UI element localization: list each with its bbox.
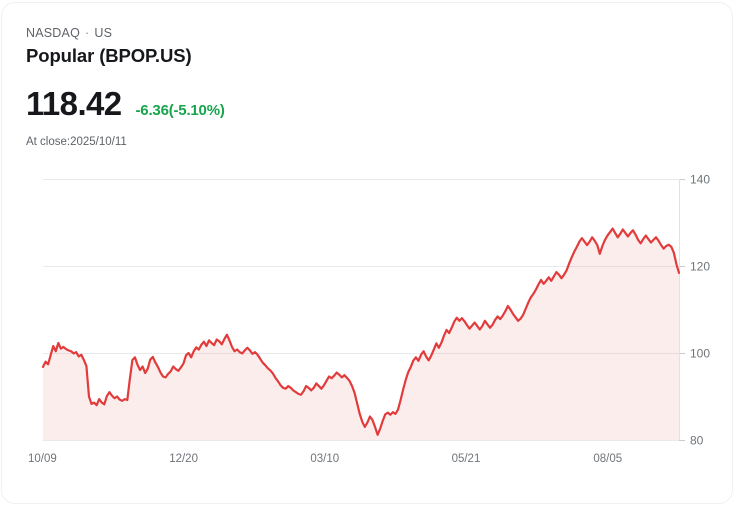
y-axis-label: 100 — [690, 347, 710, 361]
y-axis-label: 140 — [690, 173, 710, 187]
close-timestamp: At close:2025/10/11 — [26, 136, 127, 148]
price-line — [41, 227, 681, 436]
chart-canvas[interactable]: 80 100 120 140 — [2, 163, 733, 475]
quote-header: NASDAQ · US Popular (BPOP.US) 118.42 -6.36… — [26, 25, 708, 150]
page-title: Popular (BPOP.US) — [26, 45, 192, 66]
current-price: 118.42 — [26, 85, 122, 122]
area-fill — [43, 228, 679, 440]
exchange-name: NASDAQ — [26, 26, 80, 40]
exchange-separator: · — [85, 26, 90, 40]
price-change: -6.36(-5.10%) — [135, 102, 225, 119]
x-axis-label: 05/21 — [451, 453, 481, 465]
price-chart[interactable]: 80 100 120 140 10/09 12/20 03/10 05/21 08/05 — [2, 163, 733, 475]
x-axis-label: 12/20 — [169, 453, 198, 465]
region-label: US — [94, 26, 113, 40]
y-axis-label: 80 — [690, 434, 704, 448]
x-axis-label: 08/05 — [593, 453, 623, 465]
price-row: 118.42 -6.36(-5.10%) — [26, 85, 708, 123]
y-axis-label: 120 — [690, 260, 710, 274]
x-axis-label: 03/10 — [310, 453, 340, 465]
exchange-row: NASDAQ · US — [26, 25, 708, 41]
x-axis-label: 10/09 — [28, 453, 57, 465]
